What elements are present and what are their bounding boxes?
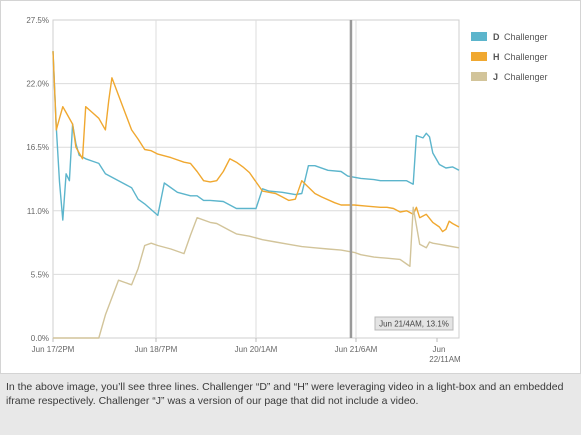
y-axis-ticks: 27.5% 22.0% 16.5% 11.0% 5.5% 0.0% xyxy=(26,16,49,343)
series-line-d xyxy=(52,51,460,221)
series-line-j xyxy=(53,206,460,339)
legend-swatch xyxy=(471,52,487,61)
x-tick-label: Jun xyxy=(433,345,446,354)
y-tick-label: 11.0% xyxy=(27,207,49,216)
line-chart: 27.5%22.0%16.5%11.0%5.5%0.0% Jun 17/2PM J… xyxy=(26,16,548,364)
x-tick-label: Jun 20/1AM xyxy=(235,345,278,354)
caption-text: In the above image, you’ll see three lin… xyxy=(6,381,564,407)
legend-swatch xyxy=(471,32,487,41)
x-tick-label: Jun 21/6AM xyxy=(335,345,378,354)
x-tick-label: Jun 18/7PM xyxy=(135,345,178,354)
y-tick-label: 27.5% xyxy=(26,16,49,25)
legend-key: D xyxy=(493,32,500,42)
legend-item-d[interactable]: D Challenger xyxy=(471,32,548,42)
series-lines xyxy=(52,51,460,339)
chart-caption: In the above image, you’ll see three lin… xyxy=(0,374,581,435)
tooltip-box xyxy=(374,316,454,331)
y-tick-label: 0.0% xyxy=(31,334,49,343)
series-line-h xyxy=(52,51,460,233)
crosshair: Jun 21/4AM, 13.1% xyxy=(349,20,454,338)
y-tick-label: 16.5% xyxy=(26,143,49,152)
legend-key: H xyxy=(493,52,500,62)
legend-item-h[interactable]: H Challenger xyxy=(471,52,548,62)
grid xyxy=(52,19,460,342)
x-axis-ticks: Jun 17/2PM Jun 18/7PM Jun 20/1AM Jun 21/6AM… xyxy=(32,345,461,364)
y-tick-label: 5.5% xyxy=(31,270,49,279)
legend-swatch xyxy=(471,72,487,81)
legend-item-j[interactable]: J Challenger xyxy=(471,72,548,82)
legend-label: Challenger xyxy=(504,32,548,42)
legend: D Challenger H Challenger J Challenger xyxy=(471,32,548,82)
x-tick-label: 22/11AM xyxy=(429,355,461,364)
legend-key: J xyxy=(493,72,498,82)
legend-label: Challenger xyxy=(504,72,548,82)
legend-label: Challenger xyxy=(504,52,548,62)
tooltip-text: Jun 21/4AM, 13.1% xyxy=(379,320,449,329)
x-tick-label: Jun 17/2PM xyxy=(32,345,75,354)
y-tick-label: 22.0% xyxy=(26,80,49,89)
chart-panel: 27.5% 22.0% 16.5% 11.0% 5.5% 0.0% Jun 17/2PM J… xyxy=(0,0,581,374)
